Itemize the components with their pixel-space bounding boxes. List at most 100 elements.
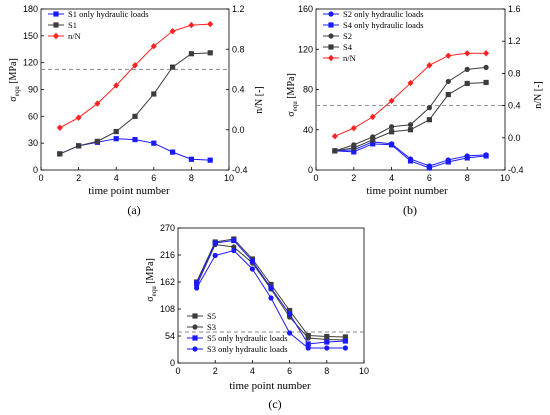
chart-b-data-point (332, 148, 338, 154)
chart-b-x-tick-label: 2 (351, 173, 356, 183)
chart-b-data-point (370, 137, 376, 143)
chart-a-y-axis-subscript: equ (13, 86, 21, 97)
chart-b-y2-tick-label: -0.4 (508, 165, 524, 175)
chart-b-data-point (389, 129, 395, 135)
chart-c-x-tick-label: 6 (287, 366, 292, 376)
chart-a-data-point (151, 91, 157, 97)
chart-a-legend-label: S1 only hydraulic loads (68, 9, 149, 19)
chart-a-legend-label: n/N (68, 31, 81, 41)
chart-b-data-point (464, 80, 470, 87)
chart-b-data-point (483, 50, 490, 57)
chart-b-data-point (388, 97, 395, 104)
chart-c-y-tick-label: 54 (165, 331, 175, 341)
chart-a-data-point (150, 43, 157, 50)
chart-c-data-point (324, 333, 330, 340)
chart-b-legend-label: S2 only hydraulic loads (343, 9, 424, 19)
chart-c-legend-marker (192, 313, 198, 319)
chart-a-y2-tick-label: 1.2 (232, 4, 245, 14)
chart-c-y-tick-label: 216 (160, 250, 175, 260)
svg-text:n/N [-]: n/N [-] (254, 86, 265, 114)
chart-a-y-tick-label: 0 (33, 165, 38, 175)
chart-c-y-axis-subscript: equ (150, 286, 158, 297)
chart-a-y-tick-label: 120 (23, 58, 38, 68)
chart-a-data-point (207, 157, 213, 163)
chart-a-y-axis-label: σequ [MPa] (8, 58, 21, 102)
chart-c-data-point (231, 247, 237, 254)
chart-c-data-point (212, 252, 218, 259)
chart-c-series-line (196, 239, 346, 345)
chart-c-legend-marker (192, 324, 198, 330)
chart-b-y2-tick-label: 1.2 (508, 36, 521, 46)
chart-c-data-point (324, 345, 330, 351)
chart-b-data-point (426, 62, 433, 69)
chart-b-x-tick-label: 6 (427, 173, 432, 183)
chart-a-y2-tick-label: 0.0 (232, 125, 245, 135)
chart-b-data-point (407, 79, 414, 87)
chart-b-data-point (464, 66, 470, 72)
chart-c-x-tick-label: 8 (324, 366, 329, 376)
chart-a-x-tick-label: 0 (38, 173, 43, 183)
chart-c-y-tick-label: 108 (160, 304, 175, 314)
chart-a-series-line (59, 23, 211, 129)
chart-a-legend-marker (53, 22, 59, 28)
chart-a-data-point (132, 113, 138, 119)
chart-b-data-point (464, 155, 470, 161)
chart-a-data-point (113, 82, 120, 89)
chart-b-data-point (445, 78, 451, 85)
chart-b-data-point (483, 153, 489, 159)
chart-a-data-point (57, 151, 63, 157)
chart-b-series-line (334, 143, 487, 169)
chart-b-data-point (407, 158, 414, 164)
chart-a-data-point (56, 124, 63, 131)
chart-b-data-point (407, 127, 414, 133)
chart-b-series-line (334, 81, 487, 152)
chart-panel-b: 0 2 4 6 8 10 0 40 80 120 160 -0.4 0.0 0.4 0.8 1.2 1.6 S2 … (286, 4, 544, 217)
chart-a-y2-tick-label: 0.4 (232, 85, 245, 95)
chart-c-legend-label: S3 only hydraulic loads (207, 344, 288, 354)
chart-b-legend-marker (328, 22, 334, 28)
chart-b-plot: 0 2 4 6 8 10 0 40 80 120 160 -0.4 0.0 0.4 0.8 1.2 1.6 S2 … (298, 4, 524, 183)
chart-a-data-point (113, 128, 119, 135)
chart-c-y-axis-label: σequ [MPa] (145, 258, 158, 302)
chart-b-legend-marker (328, 11, 334, 17)
chart-b-y2-tick-label: 0.0 (508, 133, 521, 143)
chart-a-data-point (132, 62, 138, 69)
chart-a-data-point (170, 149, 176, 155)
svg-text:σequ [MPa]: σequ [MPa] (286, 73, 299, 117)
chart-c-data-point (194, 280, 200, 286)
chart-b-data-point (351, 149, 357, 155)
chart-c-data-point (249, 258, 255, 264)
chart-a-data-point (188, 51, 194, 57)
svg-text:σequ [MPa]: σequ [MPa] (145, 258, 158, 302)
chart-a-x-tick-label: 10 (224, 173, 234, 183)
chart-c-data-point (305, 345, 311, 351)
chart-b-y-axis-symbol: σ (286, 111, 297, 117)
chart-c-legend-label: S3 (207, 322, 216, 332)
chart-c-data-point (287, 307, 293, 314)
chart-c-data-point (212, 240, 218, 246)
chart-b-data-point (483, 79, 489, 86)
chart-a-x-tick-label: 2 (76, 173, 81, 183)
chart-b-legend-marker (328, 33, 334, 39)
chart-a-x-tick-label: 6 (151, 173, 156, 183)
chart-b-y2-tick-label: 1.6 (508, 4, 521, 14)
chart-c-data-point (287, 311, 293, 317)
chart-a-data-point (170, 64, 176, 70)
chart-b-data-point (483, 64, 489, 70)
chart-c-y-axis-unit: [MPa] (145, 258, 156, 286)
chart-a-y-axis-unit: [MPa] (8, 58, 19, 86)
chart-c-data-point (342, 334, 348, 340)
chart-c-data-point (305, 335, 311, 341)
chart-a-y-tick-label: 90 (28, 85, 38, 95)
chart-b-data-point (445, 159, 451, 165)
chart-c-x-tick-label: 10 (359, 366, 369, 376)
chart-b-y-tick-label: 160 (298, 4, 313, 14)
chart-c-x-tick-label: 0 (175, 366, 180, 376)
chart-a-y-axis-symbol: σ (8, 96, 19, 102)
chart-c-legend-label: S5 (207, 311, 216, 321)
chart-b-data-point (407, 122, 414, 128)
chart-b-data-point (464, 50, 471, 57)
chart-panel-a: 0 2 4 6 8 10 0 30 60 90 120 150 180 -0.4 0.0 0.4 0.8 1.2 S… (8, 4, 265, 217)
